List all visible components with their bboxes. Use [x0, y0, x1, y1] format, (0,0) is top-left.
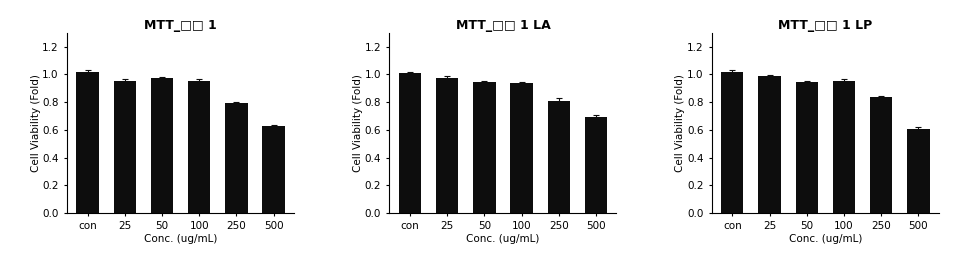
Title: MTT_□□ 1 LP: MTT_□□ 1 LP: [778, 19, 873, 32]
X-axis label: Conc. (ug/mL): Conc. (ug/mL): [788, 234, 862, 244]
Bar: [721, 72, 743, 213]
Bar: [833, 81, 855, 213]
Y-axis label: Cell Viability (Fold): Cell Viability (Fold): [675, 74, 686, 172]
Y-axis label: Cell Viability (Fold): Cell Viability (Fold): [31, 74, 40, 172]
Bar: [473, 82, 495, 213]
X-axis label: Conc. (ug/mL): Conc. (ug/mL): [144, 234, 217, 244]
Title: MTT_□□ 1: MTT_□□ 1: [145, 19, 217, 32]
X-axis label: Conc. (ug/mL): Conc. (ug/mL): [467, 234, 539, 244]
Bar: [795, 82, 818, 213]
Bar: [77, 72, 99, 213]
Bar: [150, 78, 173, 213]
Bar: [548, 101, 570, 213]
Y-axis label: Cell Viability (Fold): Cell Viability (Fold): [354, 74, 363, 172]
Bar: [907, 129, 929, 213]
Bar: [262, 126, 285, 213]
Title: MTT_□□ 1 LA: MTT_□□ 1 LA: [456, 19, 550, 32]
Bar: [436, 78, 458, 213]
Bar: [399, 73, 422, 213]
Bar: [759, 76, 781, 213]
Bar: [188, 81, 211, 213]
Bar: [225, 103, 247, 213]
Bar: [584, 117, 607, 213]
Bar: [870, 97, 892, 213]
Bar: [511, 83, 533, 213]
Bar: [114, 81, 136, 213]
